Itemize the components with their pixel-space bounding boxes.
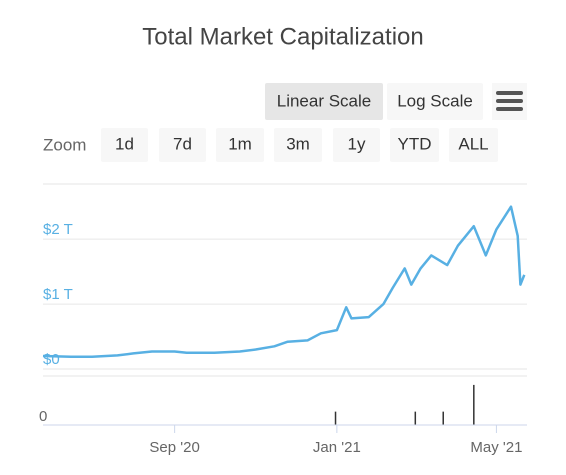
button-bg[interactable] (159, 128, 206, 162)
button-bg[interactable] (449, 128, 498, 162)
menu-bar (496, 107, 523, 111)
zoom-button[interactable]: 3m (286, 134, 310, 153)
zoom-button[interactable]: ALL (458, 134, 488, 153)
volume-bar (334, 411, 337, 425)
zoom-button[interactable]: 1y (348, 134, 366, 153)
button-bg[interactable] (274, 128, 322, 162)
zoom-label: Zoom (43, 135, 86, 154)
button-bg[interactable] (265, 83, 383, 120)
y-tick-label: $2 T (43, 221, 73, 238)
zoom-button[interactable]: 7d (173, 134, 192, 153)
y-tick-label: $1 T (43, 286, 73, 303)
menu-bar (496, 91, 523, 95)
x-tick-label: Sep '20 (149, 439, 199, 456)
volume-bar (414, 411, 417, 425)
button-bg[interactable] (387, 83, 483, 120)
zoom-button[interactable]: YTD (398, 134, 432, 153)
menu-button[interactable] (492, 83, 527, 120)
zoom-button[interactable]: 1m (228, 134, 252, 153)
volume-tick-label: 0 (39, 408, 47, 425)
x-tick-label: May '21 (470, 439, 522, 456)
line (42, 205, 526, 358)
volume-bar (473, 384, 475, 425)
menu-bar (496, 99, 523, 103)
scale-button[interactable]: Linear Scale (277, 91, 372, 110)
scale-button[interactable]: Log Scale (397, 91, 473, 110)
chart-title: Total Market Capitalization (142, 23, 423, 50)
button-bg[interactable] (216, 128, 264, 162)
button-bg[interactable] (333, 128, 380, 162)
volume-bar (442, 411, 444, 425)
x-tick-label: Jan '21 (313, 439, 361, 456)
button-bg[interactable] (101, 128, 148, 162)
y-tick-label: $0 (43, 351, 60, 368)
button-bg[interactable] (390, 128, 439, 162)
zoom-button[interactable]: 1d (115, 134, 134, 153)
